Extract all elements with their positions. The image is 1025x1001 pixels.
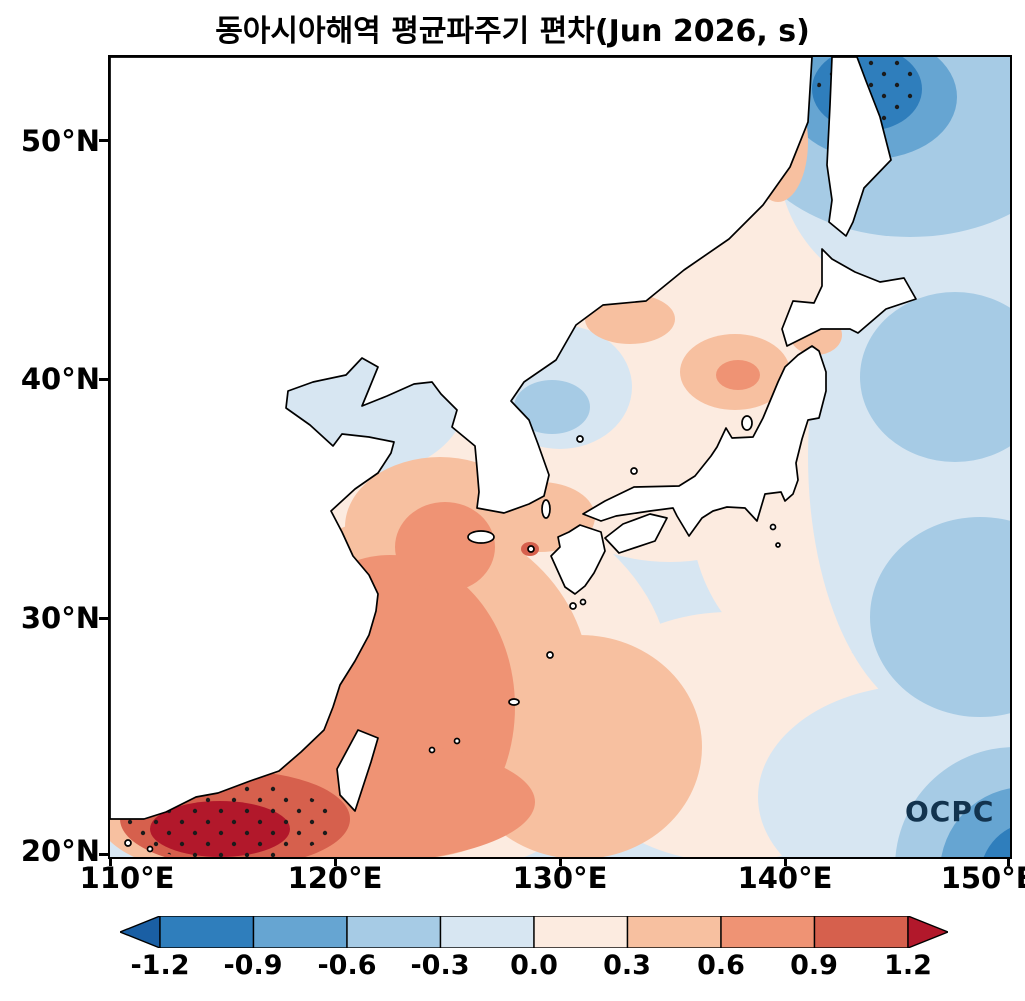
island-sado [741,415,753,431]
island-tsushima [541,499,551,519]
island-okinawa [508,698,520,706]
land-layer [110,57,917,853]
cb-tick-0: -1.2 [130,950,190,981]
coastline-hokkaido [781,248,917,347]
x-tick-110e: 110°E [79,861,175,895]
island-oki [630,467,638,475]
y-tick-40n: 40°N [20,362,100,396]
island-sw2 [146,845,154,853]
x-tickmark [1007,857,1010,866]
coastline-taiwan [336,729,379,812]
cb-tick-8: 1.2 [884,950,932,981]
colorbar [118,914,950,950]
cb-tick-2: -0.6 [317,950,377,981]
y-tick-30n: 30°N [20,601,100,635]
y-tick-20n: 20°N [20,834,100,868]
island-sw1 [124,839,132,847]
colorbar-svg [118,914,950,950]
x-tickmark [109,857,112,866]
coastline-kyushu [550,524,606,595]
island-yakushima [569,602,577,610]
chart-title: 동아시아해역 평균파주기 편차(Jun 2026, s) [215,14,810,49]
anomaly-map [110,57,1010,857]
x-tickmark [559,857,562,866]
island-ishigaki [428,746,436,754]
coastline-sakhalin [826,57,892,237]
ocpc-watermark: OCPC [905,795,995,828]
island-amami [546,651,554,659]
cb-tick-1: -0.9 [223,950,283,981]
x-tick-150e: 150°E [940,861,1025,895]
x-tick-140e: 140°E [737,861,833,895]
y-tickmark [99,378,108,381]
cb-tick-3: -0.3 [410,950,470,981]
cb-tick-4: 0.0 [510,950,558,981]
island-miyako [453,737,461,745]
cb-tick-7: 0.9 [790,950,838,981]
island-ulleung [576,435,584,443]
island-tanegashima [579,598,587,606]
map-panel: OCPC [108,55,1012,859]
island-goto [527,545,535,553]
x-tickmark [334,857,337,866]
y-tickmark [99,139,108,142]
y-tickmark [99,853,108,856]
coastline-shikoku [604,513,668,554]
x-tick-120e: 120°E [287,861,383,895]
x-tickmark [784,857,787,866]
y-tickmark [99,617,108,620]
island-izu [769,523,777,531]
coastline-mainland [110,57,813,820]
cb-tick-5: 0.3 [603,950,651,981]
island-jeju [467,530,495,544]
y-tick-50n: 50°N [20,124,100,158]
cb-tick-6: 0.6 [697,950,745,981]
island-izu2 [775,542,781,548]
x-tick-130e: 130°E [512,861,608,895]
coastline-honshu [582,345,827,537]
